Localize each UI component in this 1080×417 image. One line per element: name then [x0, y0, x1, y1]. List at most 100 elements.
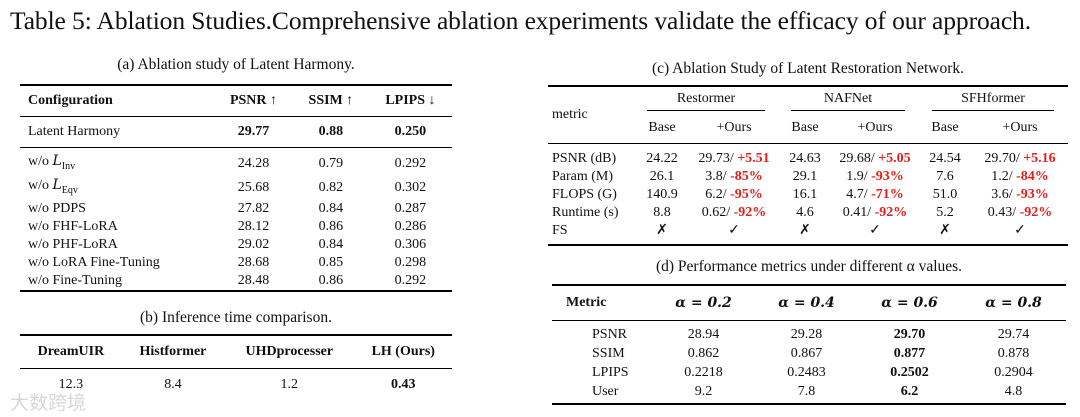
cell-value: 3.6/: [991, 187, 1017, 202]
cell-delta: -71%: [871, 187, 904, 202]
sub-header-base: Base: [791, 120, 819, 135]
cell: 28.68: [237, 254, 270, 270]
cell: 12.3: [58, 377, 84, 392]
row-label: w/o PDPS: [28, 200, 86, 216]
cell: 0.877: [893, 346, 926, 361]
row-label: FS: [552, 223, 568, 238]
cell-value: 29.73/: [698, 151, 738, 166]
row-label: w/o Fine-Tuning: [28, 272, 123, 288]
sub-header-base: Base: [931, 120, 959, 135]
loss-subscript: Inv: [61, 160, 76, 172]
caption-d: (d) Performance metrics under different …: [655, 258, 963, 275]
header-metric: Metric: [566, 295, 607, 310]
table-row: w/o PHF-LoRA 29.02 0.84 0.306: [20, 236, 452, 254]
cell: 0.43: [391, 377, 416, 392]
cell: 5.2: [936, 205, 954, 220]
cell: 0.862: [687, 346, 720, 361]
cell: 4.7/ -71%: [832, 186, 918, 204]
header-alpha: α = 0.2: [675, 295, 732, 311]
cell-value: 0.62/: [701, 205, 734, 220]
cell: 0.79: [318, 155, 344, 171]
caption-a: (a) Ablation study of Latent Harmony.: [117, 56, 355, 73]
cell-delta: -85%: [730, 169, 763, 184]
cell: 26.1: [649, 169, 675, 184]
cell: 0.86: [318, 218, 344, 234]
row-label: SSIM: [592, 346, 625, 361]
table-title: Table 5: Ablation Studies.Comprehensive …: [10, 6, 1031, 35]
cell: 28.94: [687, 327, 720, 342]
cell: 140.9: [646, 187, 678, 202]
table-row: SSIM 0.862 0.867 0.877 0.878: [552, 344, 1066, 363]
cell: 6.2/ -95%: [690, 186, 778, 204]
cell-delta: +5.16: [1023, 151, 1056, 166]
cell: 29.02: [237, 236, 270, 252]
cell: 0.84: [318, 236, 344, 252]
cell: 1.9/ -93%: [832, 168, 918, 186]
cross-icon: ✗: [799, 223, 811, 238]
cell-value: 29.70/: [984, 151, 1024, 166]
cell: 0.85: [318, 254, 344, 270]
cell-value: 4.7/: [846, 187, 872, 202]
row-label: Param (M): [552, 169, 614, 184]
cell: 24.22: [646, 151, 678, 166]
cell: 24.28: [237, 155, 270, 171]
group-restormer: Restormer: [647, 90, 765, 111]
cell-delta: -92%: [1019, 205, 1053, 220]
table-row: w/o FHF-LoRA 28.12 0.86 0.286: [20, 218, 452, 236]
metric-label: metric: [552, 107, 588, 122]
cell-value: 6.2/: [705, 187, 731, 202]
cell: 0.292: [394, 272, 427, 288]
header-lpips: LPIPS ↓: [385, 93, 436, 108]
cell-value: 29.68/: [839, 151, 879, 166]
cell: 9.2: [694, 384, 713, 399]
check-icon: ✓: [869, 223, 881, 238]
cell: 4.8: [1004, 384, 1023, 399]
cell: 0.84: [318, 200, 344, 216]
cell: 0.43/ -92%: [972, 204, 1068, 222]
cell: 6.2: [900, 384, 919, 399]
cell: 16.1: [792, 187, 818, 202]
group-sfhformer: SFHformer: [931, 90, 1055, 111]
header-configuration: Configuration: [28, 93, 113, 108]
table-row: w/o LEqv 25.68 0.82 0.302: [20, 176, 452, 200]
caption-b: (b) Inference time comparison.: [140, 309, 332, 326]
cell-delta: -92%: [874, 205, 908, 220]
cell: 1.2/ -84%: [972, 168, 1068, 186]
cell-delta: +5.05: [878, 151, 911, 166]
cell: 0.2483: [787, 365, 826, 380]
table-row: LPIPS 0.2218 0.2483 0.2502 0.2904: [552, 363, 1066, 382]
loss-subscript: Eqv: [61, 184, 78, 196]
cell: 0.302: [394, 179, 427, 195]
cell: 29.77: [237, 124, 270, 139]
row-label-inv: w/o LInv: [20, 148, 214, 176]
table-row: w/o PDPS 27.82 0.84 0.287: [20, 200, 452, 218]
cell: 8.8: [653, 205, 671, 220]
cell-value: 1.9/: [846, 169, 872, 184]
cell-value: 1.2/: [991, 169, 1017, 184]
cell: 7.8: [797, 384, 816, 399]
cell-value: 0.43/: [987, 205, 1020, 220]
table-row: w/o Fine-Tuning 28.48 0.86 0.292: [20, 272, 452, 291]
row-label: PSNR (dB): [552, 151, 617, 166]
cell: 1.2: [280, 377, 299, 392]
sub-header-ours: +Ours: [1002, 120, 1038, 135]
cell: 7.6: [936, 169, 954, 184]
cell: 29.70: [893, 327, 926, 342]
cross-icon: ✗: [939, 223, 951, 238]
table-row: FS ✗ ✓ ✗ ✓ ✗ ✓: [548, 222, 1068, 245]
row-label-eqv: w/o LEqv: [20, 176, 214, 200]
cell: 25.68: [237, 179, 270, 195]
row-label: w/o FHF-LoRA: [28, 218, 118, 234]
row-label: User: [592, 384, 619, 399]
header-histformer: Histformer: [139, 344, 207, 359]
cell: 28.12: [237, 218, 270, 234]
check-icon: ✓: [1014, 223, 1026, 238]
cell: 29.28: [790, 327, 823, 342]
cell: 0.2218: [684, 365, 723, 380]
table-row: w/o LoRA Fine-Tuning 28.68 0.85 0.298: [20, 254, 452, 272]
caption-c: (c) Ablation Study of Latent Restoration…: [651, 60, 965, 77]
header-lh-ours: LH (Ours): [371, 344, 435, 359]
table-row: Runtime (s) 8.8 0.62/ -92% 4.6 0.41/ -92…: [548, 204, 1068, 222]
cell: 27.82: [237, 200, 270, 216]
table-row: PSNR (dB) 24.22 29.73/ +5.51 24.63 29.68…: [548, 143, 1068, 169]
